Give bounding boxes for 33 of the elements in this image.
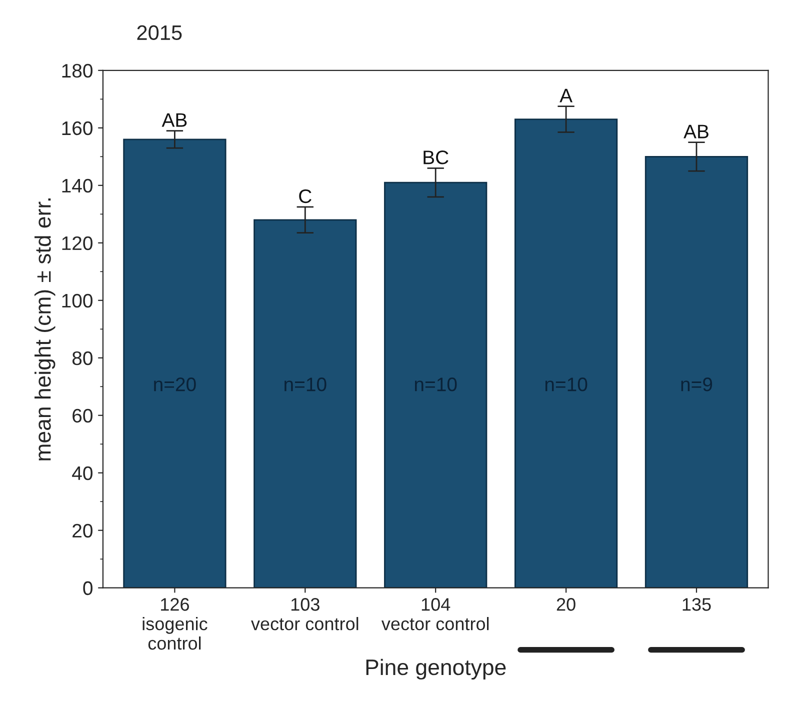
annotation: A xyxy=(560,88,572,102)
bar xyxy=(123,138,226,588)
y-tick-label: 0 xyxy=(83,581,92,596)
y-tick-label: 20 xyxy=(72,524,92,538)
y-tick-label: 140 xyxy=(62,178,92,193)
annotation: n=10 xyxy=(284,377,326,392)
bar xyxy=(514,118,618,588)
annotation: n=9 xyxy=(681,377,712,392)
annotation: BC xyxy=(424,150,448,164)
bar xyxy=(644,156,748,588)
x-axis-title: Pine genotype xyxy=(366,658,506,680)
y-tick-label: 40 xyxy=(72,466,92,480)
y-tick-label: 60 xyxy=(72,408,92,423)
x-tick-label: 104 vector control xyxy=(381,598,489,630)
bar xyxy=(384,182,488,588)
annotation: n=20 xyxy=(154,377,196,392)
x-tick-label: 103 vector control xyxy=(251,598,358,630)
x-tick-label: 135 xyxy=(682,598,711,611)
y-tick-label: 180 xyxy=(62,64,92,78)
annotation: AB xyxy=(684,124,708,138)
y-axis-title: mean height (cm) ± std err. xyxy=(34,198,56,460)
x-tick-label: 126 isogenic control xyxy=(142,598,208,650)
annotation: C xyxy=(299,189,312,204)
y-tick-label: 160 xyxy=(62,121,92,136)
y-tick-label: 100 xyxy=(62,294,92,308)
chart-title: 2015 xyxy=(137,25,182,40)
x-tick-label: 20 xyxy=(556,598,576,611)
annotation: n=10 xyxy=(545,377,588,392)
bar xyxy=(254,219,357,588)
annotation: AB xyxy=(162,113,187,127)
annotation: n=10 xyxy=(414,377,457,392)
y-tick-label: 120 xyxy=(62,236,92,250)
y-tick-label: 80 xyxy=(72,351,92,366)
